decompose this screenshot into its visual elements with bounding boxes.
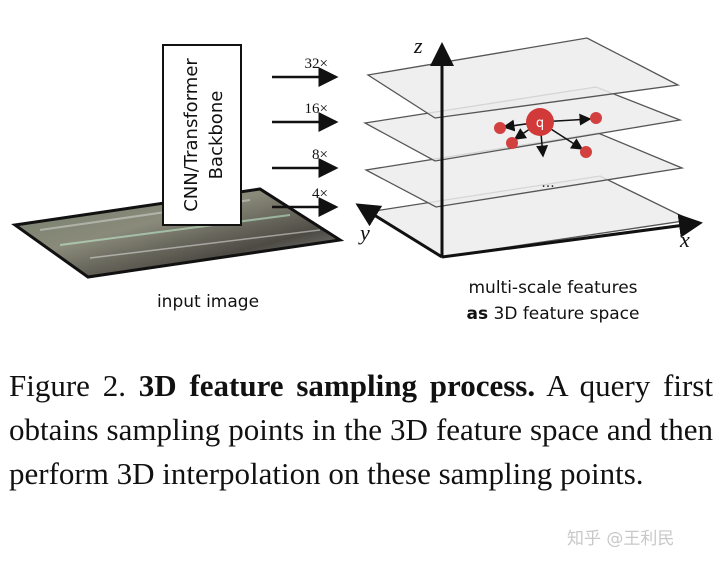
sample-point (506, 137, 518, 149)
y-axis-label: y (358, 220, 370, 245)
scale-arrows (272, 67, 339, 217)
y-axis (355, 203, 443, 259)
scale-label-16x: 16× (305, 101, 328, 117)
backbone-label-2: Backbone (206, 91, 227, 180)
feature-label-line1: multi-scale features (468, 278, 637, 298)
feature-planes (362, 37, 693, 258)
query-label: q (536, 116, 544, 131)
z-axis-label: z (413, 33, 423, 58)
caption-body: A query first obtains sampling points in… (9, 368, 713, 491)
x-axis-label: x (679, 227, 690, 252)
caption-prefix: Figure 2. (9, 368, 139, 403)
query-point (526, 108, 554, 136)
feature-plane-32x (366, 37, 681, 119)
feature-label-line2: as 3D feature space (467, 304, 640, 324)
backbone-box (162, 44, 242, 226)
ellipsis: ... (541, 175, 554, 191)
scale-label-32x: 32× (305, 56, 328, 72)
x-axis (441, 213, 703, 259)
sample-point (494, 122, 506, 134)
scale-label-8x: 8× (312, 147, 328, 163)
watermark: 知乎 @王利民 (567, 529, 675, 549)
caption-title: 3D feature sampling process. (138, 368, 536, 403)
sample-point (590, 112, 602, 124)
backbone-label: CNN/Transformer (181, 58, 202, 212)
figure-diagram: CNN/Transformer Backbone 32× 16× 8× 4× i… (11, 33, 703, 324)
sample-point (580, 146, 592, 158)
input-image-label: input image (157, 292, 259, 312)
scale-label-4x: 4× (312, 186, 328, 202)
figure-caption: Figure 2. 3D feature sampling process. A… (9, 364, 713, 496)
